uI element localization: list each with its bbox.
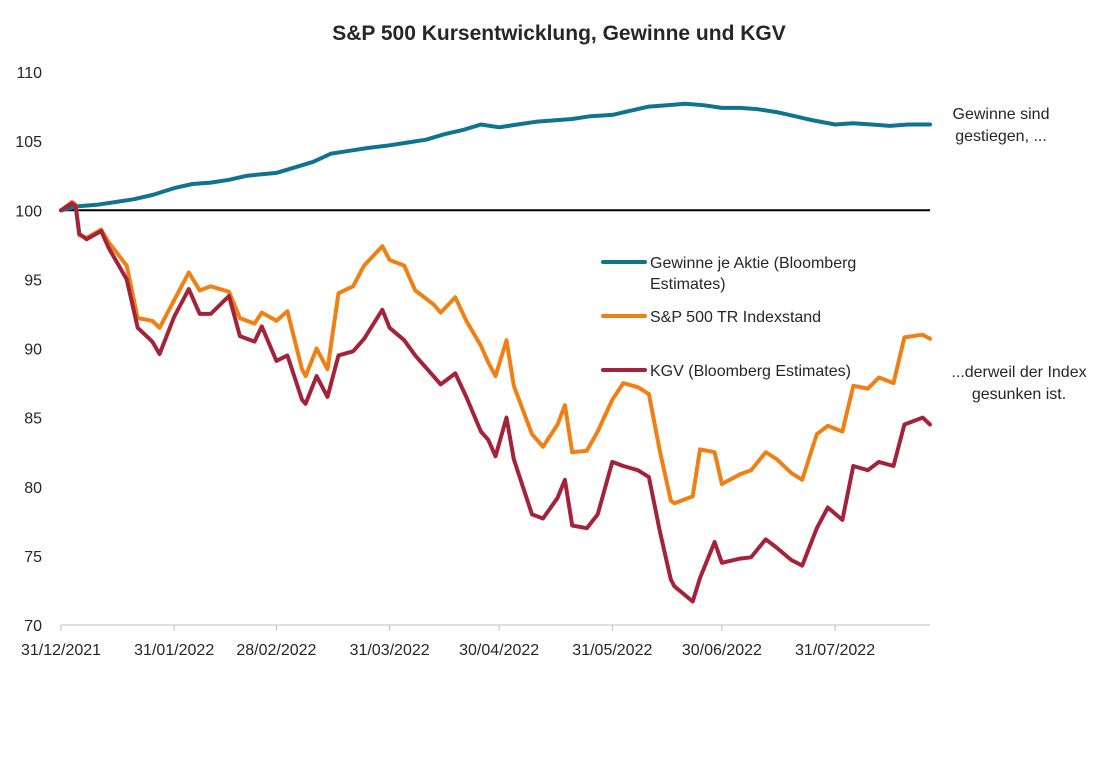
y-tick-label: 95 — [24, 272, 42, 289]
series-line-2 — [59, 200, 932, 506]
y-axis-ticks: 110 105 100 95 90 85 80 75 70 — [15, 65, 42, 635]
y-tick-label: 100 — [15, 203, 42, 220]
x-tick-label: 31/01/2022 — [134, 642, 214, 659]
x-tick-label: 31/05/2022 — [572, 642, 652, 659]
legend-label: S&P 500 TR Indexstand — [650, 309, 821, 326]
legend-label: Estimates) — [650, 276, 726, 293]
legend-label: KGV (Bloomberg Estimates) — [650, 363, 851, 380]
x-tick-label: 30/04/2022 — [459, 642, 539, 659]
annotations: Gewinne sind gestiegen, ... ...derweil der… — [951, 106, 1086, 403]
x-tick-label: 28/02/2022 — [236, 642, 316, 659]
chart-title: S&P 500 Kursentwicklung, Gewinne und KGV — [332, 22, 786, 45]
x-tick-label: 30/06/2022 — [682, 642, 762, 659]
annotation-text: gesunken ist. — [972, 386, 1066, 403]
y-tick-label: 70 — [24, 618, 42, 635]
series-line-1 — [59, 101, 932, 213]
x-tick-label: 31/07/2022 — [795, 642, 875, 659]
y-tick-label: 110 — [16, 65, 42, 82]
x-axis-ticks: 31/12/2021 31/01/2022 28/02/2022 31/03/2022… — [21, 625, 875, 659]
y-tick-label: 80 — [24, 480, 42, 497]
x-tick-label: 31/03/2022 — [350, 642, 430, 659]
annotation-text: gestiegen, ... — [955, 128, 1047, 145]
annotation-text: ...derweil der Index — [951, 364, 1086, 381]
y-tick-label: 105 — [15, 134, 42, 151]
legend: Gewinne je Aktie (Bloomberg Estimates) S&P… — [601, 255, 856, 380]
y-tick-label: 90 — [24, 342, 42, 359]
y-tick-label: 75 — [24, 549, 42, 566]
series-layer — [59, 101, 932, 604]
annotation-text: Gewinne sind — [953, 106, 1050, 123]
x-tick-label: 31/12/2021 — [21, 642, 101, 659]
y-tick-label: 85 — [24, 411, 42, 428]
series-line-3 — [59, 201, 932, 604]
legend-label: Gewinne je Aktie (Bloomberg — [650, 255, 856, 272]
